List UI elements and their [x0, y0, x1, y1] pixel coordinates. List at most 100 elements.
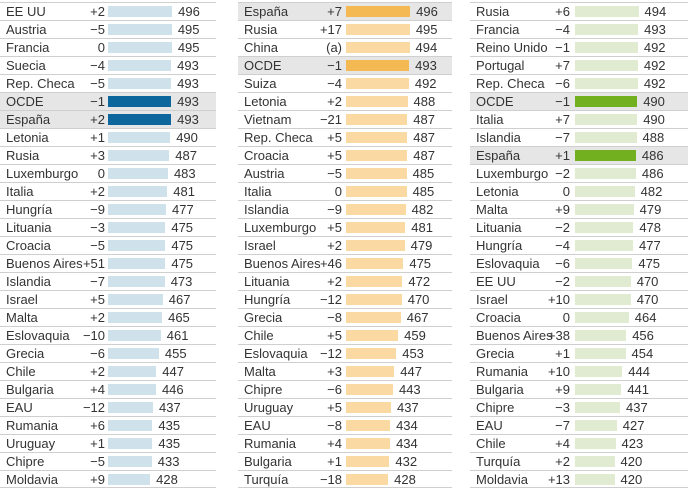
table-row: Uruguay +5 437: [238, 398, 452, 416]
score-bar: [108, 42, 172, 53]
country-label: Chipre: [244, 382, 283, 397]
score-label: 427: [622, 418, 645, 433]
change-label: −5: [90, 76, 105, 91]
country-label: Turquía: [476, 454, 521, 469]
table-row: España +2 493: [0, 110, 216, 128]
score-bar: [346, 294, 402, 305]
score-bar: [575, 114, 638, 125]
score-bar: [108, 114, 172, 125]
score-bar: [575, 420, 617, 431]
score-bar: [346, 276, 403, 287]
country-label: Islandia: [6, 274, 51, 289]
score-bar: [108, 132, 171, 143]
country-label: OCDE: [244, 58, 282, 73]
score-label: 434: [396, 436, 418, 451]
change-label: +2: [90, 364, 105, 379]
country-label: Austria: [6, 22, 47, 37]
score-bar: [346, 222, 406, 233]
change-label: −7: [555, 130, 570, 145]
score-label: 486: [641, 148, 664, 163]
country-label: Grecia: [244, 310, 283, 325]
score-label: 488: [642, 130, 665, 145]
score-bar: [346, 6, 411, 17]
score-label: 435: [158, 436, 181, 451]
score-label: 487: [175, 148, 197, 163]
change-label: +3: [327, 364, 342, 379]
score-bar: [346, 114, 408, 125]
change-label: +10: [547, 364, 570, 379]
change-label: −21: [319, 112, 342, 127]
table-row: Israel +5 467: [0, 290, 216, 308]
change-label: +5: [327, 220, 342, 235]
score-bar: [108, 222, 166, 233]
change-label: −4: [555, 238, 570, 253]
score-label: 461: [166, 328, 189, 343]
table-row: España +1 486: [470, 146, 688, 164]
table-row: Buenos Aires +51 475: [0, 254, 216, 272]
country-label: Israel: [6, 292, 38, 307]
change-label: +9: [555, 382, 570, 397]
score-bar: [108, 24, 172, 35]
change-label: −6: [327, 382, 342, 397]
score-bar: [346, 78, 409, 89]
country-label: Rumania: [6, 418, 59, 433]
country-label: Buenos Aires: [244, 256, 321, 271]
change-label: 0: [562, 310, 570, 325]
country-label: Buenos Aires: [6, 256, 83, 271]
country-label: Rusia: [244, 22, 278, 37]
score-label: 490: [176, 130, 198, 145]
country-label: Grecia: [6, 346, 45, 361]
table-row: Chipre −5 433: [0, 452, 216, 470]
score-label: 483: [173, 166, 196, 181]
country-label: Lituania: [6, 220, 52, 235]
country-label: Israel: [476, 292, 508, 307]
table-row: Hungría −12 470: [238, 290, 452, 308]
change-label: −5: [90, 238, 105, 253]
score-label: 423: [621, 436, 644, 451]
score-bar: [575, 186, 635, 197]
score-label: 432: [395, 454, 418, 469]
score-label: 493: [177, 112, 199, 127]
country-label: Letonia: [6, 130, 49, 145]
change-label: −9: [327, 202, 342, 217]
country-label: Rusia: [6, 148, 40, 163]
table-row: EE UU −2 470: [470, 272, 688, 290]
table-row: Vietnam −21 487: [238, 110, 452, 128]
score-bar: [575, 96, 638, 107]
table-row: Bulgaria +4 446: [0, 380, 216, 398]
table-row: Buenos Aires +38 456: [470, 326, 688, 344]
country-label: Italia: [6, 184, 34, 199]
country-label: España: [476, 148, 521, 163]
table-row: Austria −5 495: [0, 20, 216, 38]
country-label: Malta: [6, 310, 38, 325]
country-label: Chile: [6, 364, 36, 379]
score-bar: [108, 420, 153, 431]
score-label: 481: [411, 220, 433, 235]
table-row: Letonia +2 488: [238, 92, 452, 110]
table-row: Chipre −3 437: [470, 398, 688, 416]
score-label: 478: [639, 220, 662, 235]
country-label: Austria: [244, 166, 285, 181]
table-row: Italia +7 490: [470, 110, 688, 128]
score-bar: [346, 438, 391, 449]
country-label: Rusia: [476, 4, 510, 19]
score-label: 428: [156, 472, 178, 487]
change-label: 0: [334, 184, 342, 199]
change-label: +1: [90, 436, 105, 451]
table-row: Eslovaquia −12 453: [238, 344, 452, 362]
score-bar: [575, 150, 636, 161]
table-row: Eslovaquia −10 461: [0, 326, 216, 344]
score-label: 475: [171, 220, 194, 235]
score-label: 479: [639, 202, 662, 217]
country-label: Chipre: [476, 400, 515, 415]
table-row: EAU −12 437: [0, 398, 216, 416]
score-bar: [108, 276, 165, 287]
country-label: Islandia: [244, 202, 289, 217]
change-label: +2: [327, 94, 342, 109]
table-row: Grecia +1 454: [470, 344, 688, 362]
score-bar: [108, 402, 154, 413]
change-label: +4: [327, 436, 342, 451]
score-bar: [346, 402, 392, 413]
country-label: Francia: [476, 22, 520, 37]
change-label: +1: [327, 454, 342, 469]
